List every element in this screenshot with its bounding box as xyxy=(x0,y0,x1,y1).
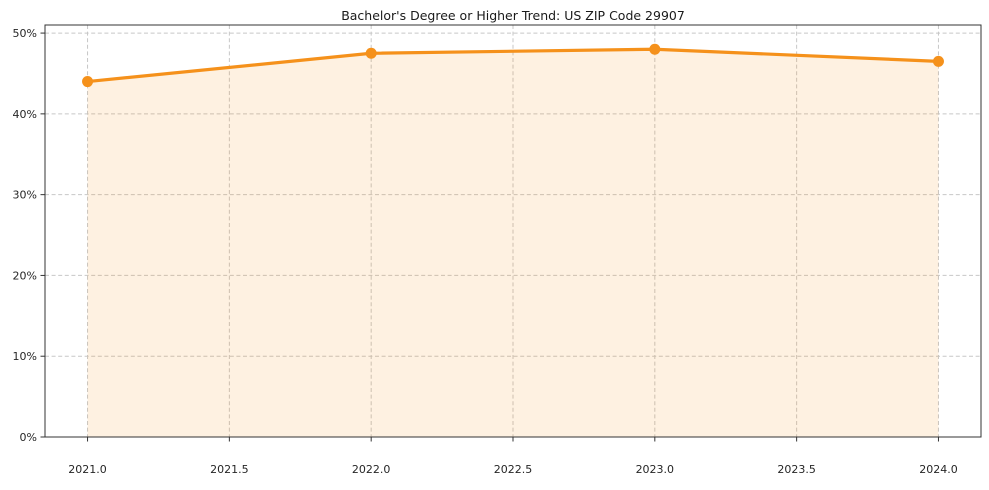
x-tick-label: 2023.5 xyxy=(777,463,816,476)
data-point-marker xyxy=(82,76,94,88)
data-point-marker xyxy=(649,43,661,55)
x-tick-label: 2021.0 xyxy=(68,463,107,476)
y-tick-label: 30% xyxy=(13,189,37,202)
area-fill xyxy=(87,49,939,438)
data-point-marker xyxy=(932,55,944,67)
chart-title: Bachelor's Degree or Higher Trend: US ZI… xyxy=(341,8,685,23)
x-tick-label: 2021.5 xyxy=(210,463,249,476)
y-tick-label: 20% xyxy=(13,269,37,282)
x-tick-label: 2024.0 xyxy=(919,463,958,476)
data-point-marker xyxy=(365,47,377,59)
trend-line xyxy=(85,47,941,84)
y-tick-label: 10% xyxy=(13,350,37,363)
y-tick-label: 50% xyxy=(13,27,37,40)
x-tick-label: 2023.0 xyxy=(636,463,675,476)
x-tick-label: 2022.0 xyxy=(352,463,391,476)
y-tick-label: 0% xyxy=(20,431,37,444)
plot-area: 2021.0 2021.5 2022.0 2022.5 2023.0 2023.5 2024… xyxy=(13,24,982,476)
x-tick-label: 2022.5 xyxy=(494,463,533,476)
y-tick-label: 40% xyxy=(13,108,37,121)
